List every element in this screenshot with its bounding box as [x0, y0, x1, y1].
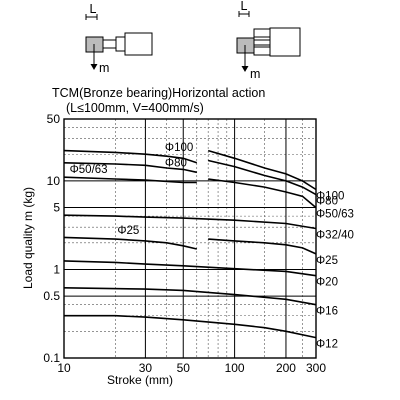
mounting-diagram-right: L m: [236, 0, 301, 81]
diagram-left-m-label: m: [99, 61, 109, 75]
series-line: [208, 238, 317, 255]
diagram-right-m-label: m: [250, 67, 260, 81]
y-tick-label: 50: [47, 112, 61, 126]
diagram-right-guide-upper: [253, 28, 271, 38]
series-label-inline: Φ100: [165, 142, 193, 154]
y-tick-label: 5: [53, 201, 60, 215]
series-line: [64, 314, 317, 339]
x-tick-label: 200: [276, 361, 296, 375]
chart-subtitle: (L≤100mm, V=400mm/s): [66, 101, 204, 115]
series-line: [208, 178, 317, 209]
series-label-right: Φ12: [316, 339, 338, 351]
x-tick-label: 100: [225, 361, 245, 375]
series-line: [63, 214, 317, 230]
y-tick-label: 0.5: [43, 289, 60, 303]
series-label-right: Φ50/63: [316, 209, 354, 221]
series-line: [63, 260, 317, 277]
series-label-right: Φ16: [316, 306, 338, 318]
diagram-right-rod: [253, 39, 271, 46]
series-line: [207, 149, 317, 191]
x-tick-label: 30: [139, 361, 153, 375]
diagram-left-head: [115, 36, 126, 52]
plot-frame: [63, 118, 317, 359]
series-line: [63, 149, 198, 164]
x-tick-label: 300: [306, 361, 326, 375]
series-line: [208, 159, 317, 196]
series-line: [63, 176, 197, 184]
x-axis-label: Stroke (mm): [107, 373, 173, 387]
series-line: [63, 236, 197, 250]
series-line: [63, 287, 317, 306]
x-tick-label: 10: [57, 361, 71, 375]
series-label-right: Φ100: [316, 190, 344, 202]
diagram-left-rod: [102, 39, 117, 49]
plot-area: 10 30 50 100 200 3005010510.50.1Φ100Φ80Φ50/63…: [43, 112, 354, 375]
x-tick-label: 50: [177, 361, 191, 375]
y-tick-label: 0.1: [43, 351, 60, 365]
diagram-left-cylinder: [124, 32, 153, 56]
mounting-diagram-left: L m: [85, 2, 153, 75]
y-tick-label: 10: [47, 174, 61, 188]
series-label-right: Φ25: [316, 255, 338, 267]
y-tick-label: 1: [53, 262, 60, 276]
series-line: [63, 162, 197, 174]
diagram-left-L-label: L: [90, 2, 97, 16]
series-label-inline: Φ25: [117, 225, 139, 237]
y-axis-label: Load quality m (kg): [21, 187, 35, 289]
series-label-right: Φ80: [316, 196, 338, 208]
diagram-right-cylinder: [269, 27, 301, 57]
series-label-inline: Φ80: [165, 158, 187, 170]
diagram-right-L-label: L: [241, 0, 248, 13]
chart-title: TCM(Bronze bearing)Horizontal action: [52, 86, 265, 100]
series-label-right: Φ20: [316, 277, 338, 289]
series-label-right: Φ32/40: [316, 230, 354, 242]
diagram-right-guide-lower: [253, 46, 271, 56]
series-label-inline: Φ50/63: [70, 164, 108, 176]
